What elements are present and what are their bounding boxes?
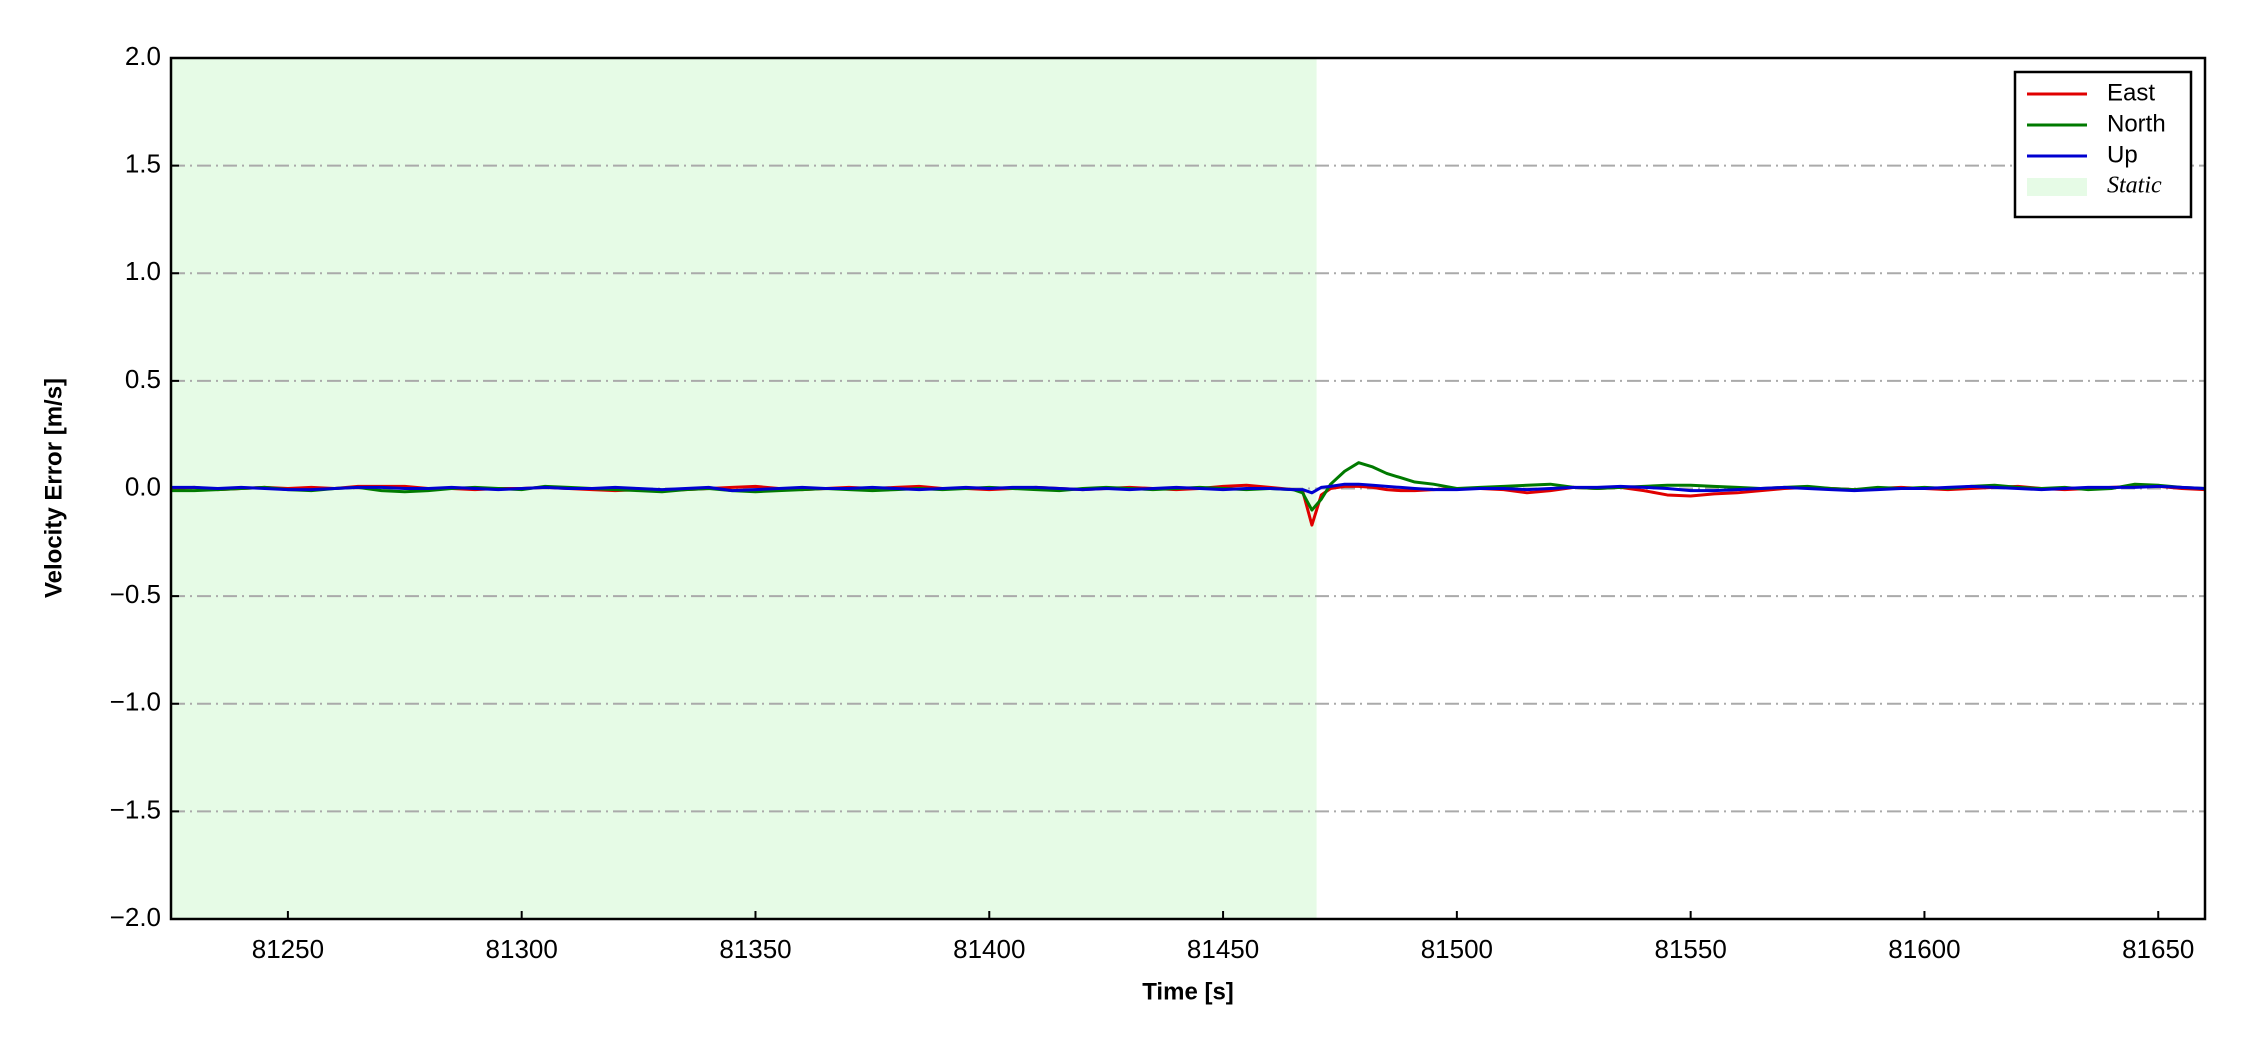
x-tick-label: 81650 xyxy=(2122,934,2194,964)
x-tick-label: 81450 xyxy=(1187,934,1259,964)
data-line xyxy=(171,482,2206,495)
legend-label: East xyxy=(2107,79,2155,106)
x-tick-label: 81400 xyxy=(953,934,1025,964)
x-tick-label: 81300 xyxy=(486,934,558,964)
y-tick-label: 1.0 xyxy=(125,256,161,286)
y-axis-title: Velocity Error [m/s] xyxy=(40,378,67,598)
x-axis-title: Time [s] xyxy=(1142,978,1234,1005)
legend-label: Static xyxy=(2107,173,2162,199)
legend-swatch xyxy=(2027,178,2087,196)
y-tick-label: −0.5 xyxy=(110,579,161,609)
x-tick-label: 81500 xyxy=(1421,934,1493,964)
y-tick-label: −2.0 xyxy=(110,902,161,932)
legend-label: North xyxy=(2107,110,2166,137)
plot-frame xyxy=(169,56,2207,921)
x-tick-label: 81600 xyxy=(1888,934,1960,964)
x-tick-label: 81350 xyxy=(719,934,791,964)
y-tick-label: 0.0 xyxy=(125,471,161,501)
y-tick-label: 1.5 xyxy=(125,149,161,179)
legend-box xyxy=(2013,70,2193,219)
y-tick-label: −1.0 xyxy=(110,687,161,717)
x-tick-label: 81550 xyxy=(1654,934,1726,964)
x-tick-label: 81250 xyxy=(252,934,324,964)
legend-label: Up xyxy=(2107,141,2138,168)
y-tick-label: 0.5 xyxy=(125,364,161,394)
y-tick-label: 2.0 xyxy=(125,41,161,71)
y-tick-label: −1.5 xyxy=(110,794,161,824)
